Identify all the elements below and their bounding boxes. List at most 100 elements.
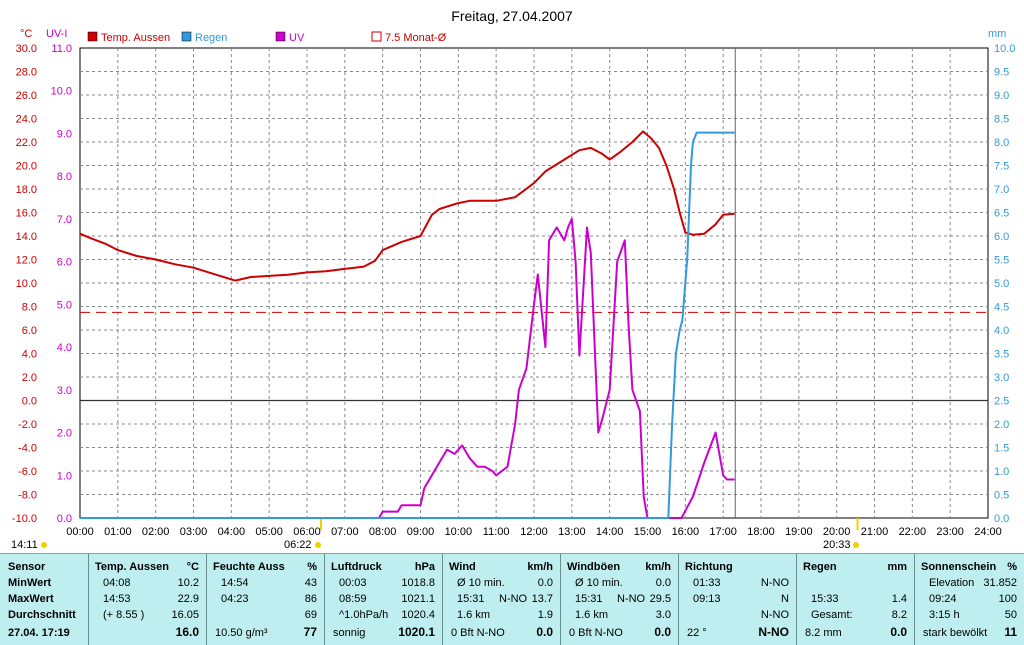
- gust-unit: km/h: [645, 561, 671, 573]
- temp-tick-label: 20.0: [16, 161, 37, 173]
- x-tick-label: 19:00: [785, 526, 813, 538]
- direction-row-value: N: [781, 593, 789, 605]
- x-tick-label: 12:00: [520, 526, 548, 538]
- pressure-unit: hPa: [414, 561, 435, 573]
- humidity-row-value: 43: [304, 577, 317, 589]
- direction-column: Richtung 01:33 N-NO 09:13 N N-NO 22 ° N-NO: [678, 554, 797, 645]
- rain-unit-label: mm: [988, 28, 1006, 40]
- temp-row-label: 14:53: [103, 593, 131, 605]
- chart-title: Freitag, 27.04.2007: [451, 8, 573, 24]
- rain-row-value: 1.4: [891, 593, 907, 605]
- temp-tick-label: 8.0: [22, 302, 37, 314]
- rain-unit: mm: [887, 561, 907, 573]
- row-label-min: MinWert: [8, 577, 52, 589]
- rain-tick-label: 4.0: [994, 325, 1009, 337]
- series-lines: [79, 130, 735, 519]
- temp-tick-label: 0.0: [22, 396, 37, 408]
- axes: 00:00 01:00 02:00 03:00 04:00 05:00 06:00 07:00…: [12, 43, 1016, 538]
- rain-tick-label: 3.5: [994, 349, 1009, 361]
- temp-unit: °C: [186, 561, 199, 573]
- wind-footer-label: 0 Bft N-NO: [451, 627, 505, 639]
- gust-footer-value: 0.0: [654, 625, 671, 639]
- rain-tick-label: 7.0: [994, 184, 1009, 196]
- wind-header: Wind: [449, 561, 476, 573]
- rain-footer-value: 0.0: [890, 625, 907, 639]
- series-regen-line: [80, 131, 735, 519]
- pressure-row-label: 00:03: [339, 577, 367, 589]
- rain-header: Regen: [803, 561, 837, 573]
- rain-tick-label: 1.5: [994, 443, 1009, 455]
- sensor-column: Sensor MinWert MaxWert Durchschnitt 27.0…: [0, 554, 88, 645]
- legend-swatch: [371, 31, 382, 42]
- temp-tick-label: 26.0: [16, 90, 37, 102]
- x-tick-label: 06:00: [293, 526, 321, 538]
- sunrise-sun-icon: [315, 542, 321, 548]
- temp-tick-label: 10.0: [16, 278, 37, 290]
- humidity-footer-label: 10.50 g/m³: [215, 627, 268, 639]
- x-tick-label: 05:00: [255, 526, 283, 538]
- gust-footer-label: 0 Bft N-NO: [569, 627, 623, 639]
- sun-footer-value: 11: [1004, 625, 1017, 639]
- humidity-footer-value: 77: [303, 625, 317, 639]
- temp-tick-label: 12.0: [16, 255, 37, 267]
- temp-row-value: 22.9: [177, 593, 199, 605]
- uv-unit-label: UV-I: [46, 28, 67, 40]
- pressure-row-label: 08:59: [339, 593, 367, 605]
- x-tick-label: 01:00: [104, 526, 132, 538]
- temp-footer-value: 16.0: [175, 625, 199, 639]
- legend: Temp. Aussen Regen UV 7.5 Monat-Ø: [87, 31, 447, 44]
- sun-unit: %: [1007, 561, 1017, 573]
- legend-label: Regen: [195, 32, 227, 44]
- grid-lines: [79, 47, 989, 530]
- humidity-header: Feuchte Auss: [213, 561, 285, 573]
- timestamp: 27.04. 17:19: [8, 627, 70, 639]
- legend-label: Temp. Aussen: [101, 32, 170, 44]
- legend-label: 7.5 Monat-Ø: [385, 32, 447, 44]
- wind-row-label: 15:31: [457, 593, 485, 605]
- wind-row-label: 1.6 km: [457, 609, 491, 621]
- weather-chart: 00:00 01:00 02:00 03:00 04:00 05:00 06:00 07:00…: [11, 8, 1016, 551]
- gust-row-value: 3.0: [655, 609, 671, 621]
- x-tick-label: 17:00: [709, 526, 737, 538]
- temp-row-value: 10.2: [177, 577, 199, 589]
- x-tick-label: 16:00: [672, 526, 700, 538]
- temp-tick-label: -6.0: [18, 466, 37, 478]
- rain-tick-label: 8.0: [994, 137, 1009, 149]
- temp-tick-label: 22.0: [16, 137, 37, 149]
- wind-column: Wind km/h Ø 10 min. 0.0 15:31 N-NO 13.7 1.6 km 1…: [442, 554, 561, 645]
- left-time-marker: 14:11: [11, 539, 38, 551]
- pressure-row-value: 1020.4: [401, 609, 435, 621]
- sun-header: Sonnenschein: [921, 561, 997, 573]
- direction-header: Richtung: [685, 561, 733, 573]
- wind-unit: km/h: [527, 561, 553, 573]
- temp-tick-label: 18.0: [16, 184, 37, 196]
- x-tick-label: 04:00: [218, 526, 246, 538]
- gust-column: Windböen km/h Ø 10 min. 0.0 15:31 N-NO 29.5 1.6…: [560, 554, 679, 645]
- sun-row-value: 50: [1004, 609, 1017, 621]
- rain-tick-label: 6.0: [994, 231, 1009, 243]
- uv-tick-label: 9.0: [57, 128, 72, 140]
- temp-tick-label: 2.0: [22, 372, 37, 384]
- pressure-row-value: 1021.1: [401, 593, 435, 605]
- uv-tick-label: 6.0: [57, 257, 72, 269]
- uv-tick-label: 7.0: [57, 214, 72, 226]
- sunset-sun-icon: [853, 542, 859, 548]
- rain-tick-label: 7.5: [994, 161, 1009, 173]
- x-tick-label: 14:00: [596, 526, 624, 538]
- pressure-row-label: ^1.0hPa/h: [339, 609, 389, 621]
- temp-tick-label: -2.0: [18, 419, 37, 431]
- direction-footer-value: N-NO: [758, 625, 789, 639]
- gust-row-label: Ø 10 min.: [575, 577, 623, 589]
- rain-tick-label: 2.0: [994, 419, 1009, 431]
- x-tick-label: 07:00: [331, 526, 359, 538]
- humidity-column: Feuchte Auss% 14:54 43 04:23 86 69 10.50 g/m³ 7…: [206, 554, 325, 645]
- temp-tick-label: 14.0: [16, 231, 37, 243]
- uv-tick-label: 11.0: [51, 43, 72, 55]
- gust-row-label: 15:31: [575, 593, 603, 605]
- x-tick-label: 03:00: [180, 526, 208, 538]
- pressure-footer-label: sonnig: [333, 627, 366, 639]
- uv-tick-label: 1.0: [57, 470, 72, 482]
- wind-row-label: Ø 10 min.: [457, 577, 505, 589]
- sun-footer-label: stark bewölkt: [923, 627, 988, 639]
- rain-tick-label: 9.0: [994, 90, 1009, 102]
